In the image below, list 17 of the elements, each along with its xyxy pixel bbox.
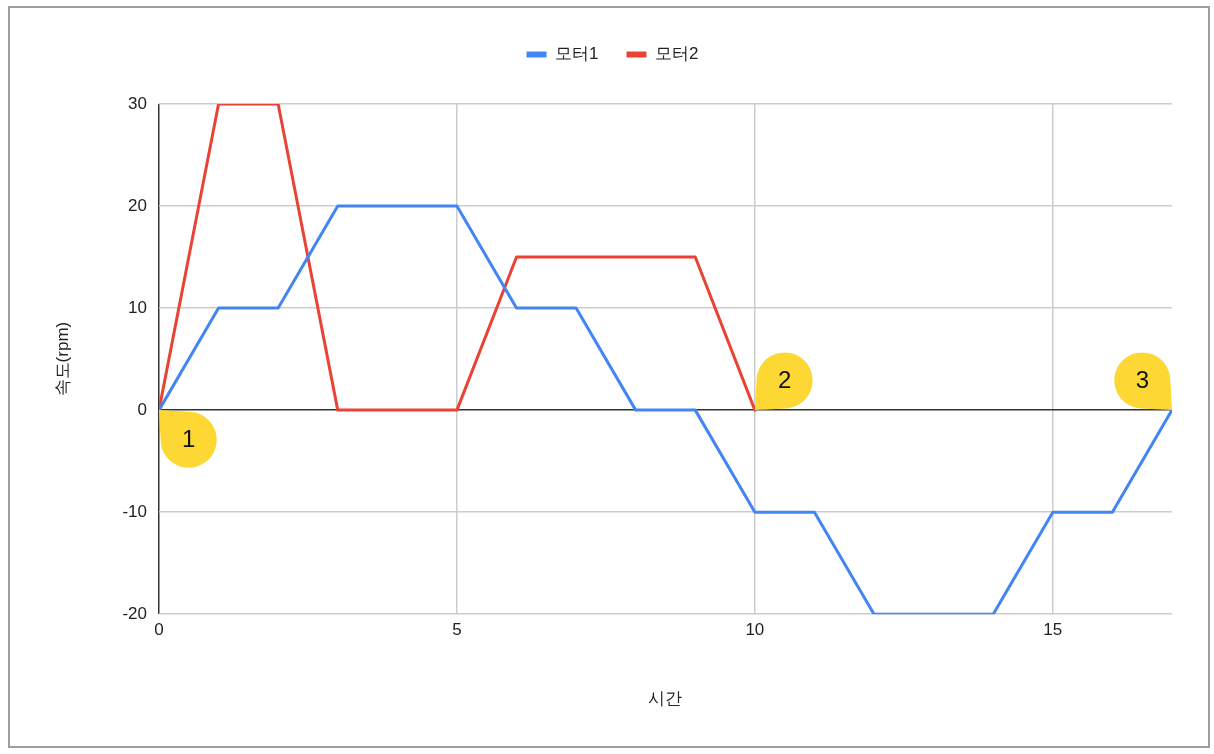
y-tick-label: 20: [128, 195, 147, 215]
y-axis-title: 속도(rpm): [52, 321, 72, 397]
y-tick-label: 0: [137, 399, 147, 419]
y-tick-label: -20: [122, 603, 147, 623]
x-axis-title: 시간: [648, 689, 683, 709]
annotation: 3: [1135, 366, 1149, 394]
x-tick-label: 10: [745, 620, 765, 640]
legend-label: 모터2: [655, 44, 699, 64]
y-tick-label: 30: [128, 93, 147, 113]
legend-label: 모터1: [555, 44, 599, 64]
x-tick-label: 15: [1043, 620, 1063, 640]
y-tick-label: -10: [122, 501, 147, 521]
annotation: 2: [777, 366, 792, 394]
annotation: 1: [181, 425, 196, 453]
x-tick-label: 5: [452, 620, 462, 640]
x-tick-label: 0: [154, 620, 164, 640]
y-tick-label: 10: [128, 297, 147, 317]
